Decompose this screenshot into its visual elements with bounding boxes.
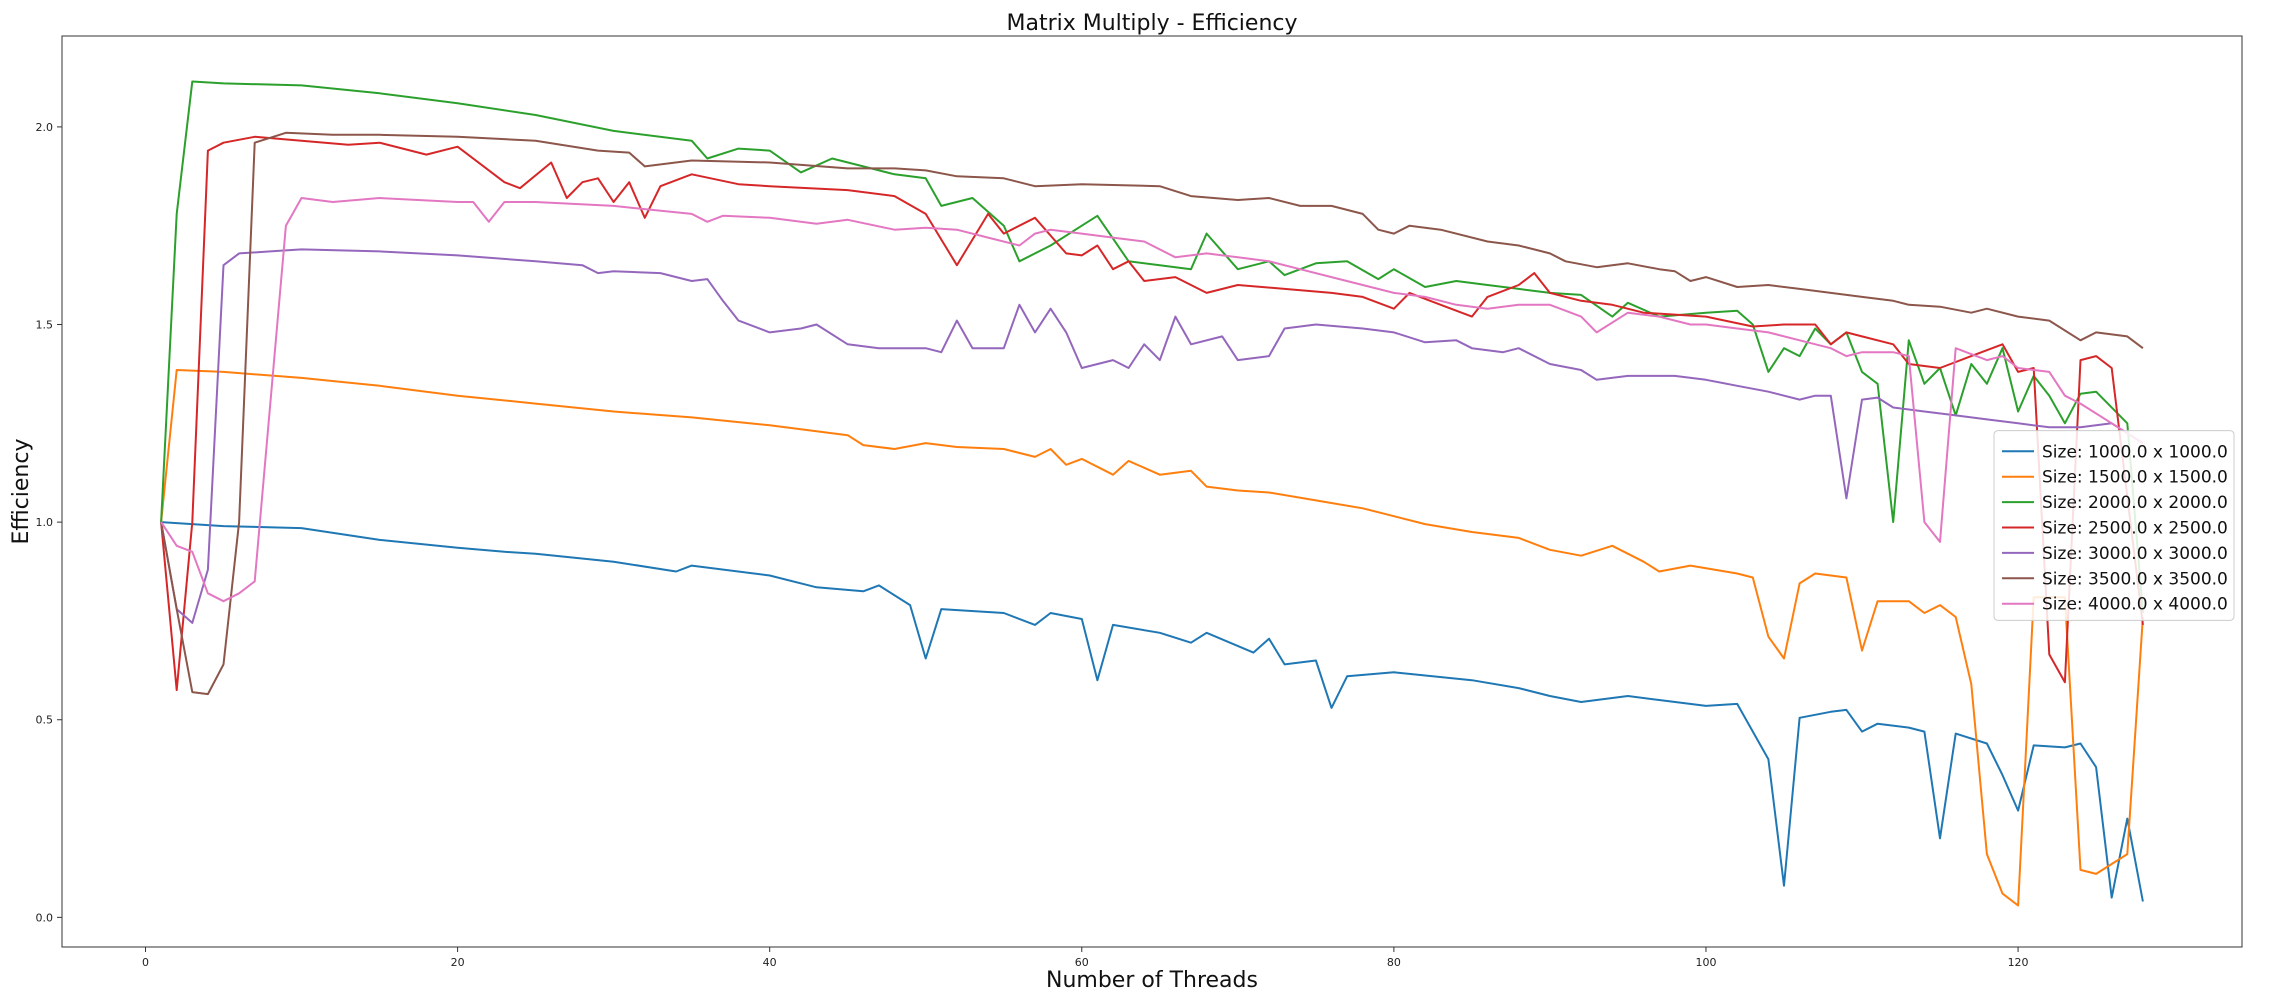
- legend-label: Size: 3000.0 x 3000.0: [2042, 544, 2228, 564]
- y-tick-label: 1.5: [36, 319, 54, 332]
- x-tick-label: 0: [142, 956, 149, 969]
- legend-box: [1993, 430, 2235, 621]
- legend-label: Size: 1000.0 x 1000.0: [2042, 442, 2228, 462]
- legend-label: Size: 2500.0 x 2500.0: [2042, 519, 2228, 539]
- y-tick-label: 0.0: [36, 911, 54, 924]
- y-tick-label: 1.0: [36, 516, 54, 529]
- series-line-7: [160, 197, 2144, 603]
- x-tick-label: 100: [1695, 956, 1716, 969]
- series-layer: [160, 80, 2144, 907]
- legend-label: Size: 4000.0 x 4000.0: [2042, 595, 2228, 615]
- legend-label: Size: 3500.0 x 3500.0: [2042, 569, 2228, 589]
- series-line-1: [161, 521, 2144, 902]
- series-line-3: [160, 80, 2144, 614]
- series-line-4: [160, 135, 2144, 692]
- x-tick-label: 80: [1387, 956, 1401, 969]
- x-tick-label: 20: [451, 956, 465, 969]
- x-tick-label: 120: [2008, 956, 2029, 969]
- y-axis-title: Efficiency: [9, 439, 34, 545]
- x-tick-label: 60: [1075, 956, 1089, 969]
- legend-label: Size: 2000.0 x 2000.0: [2042, 493, 2228, 513]
- series-line-5: [160, 248, 2144, 624]
- plot-frame: [61, 35, 2243, 948]
- series-line-2: [160, 369, 2144, 907]
- x-axis-ticks: 0 20 40 60 80 100 120: [142, 947, 2029, 969]
- y-tick-label: 0.5: [36, 714, 54, 727]
- y-axis-ticks: 0.0 0.5 1.0 1.5 2.0: [36, 121, 62, 924]
- x-tick-label: 40: [763, 956, 777, 969]
- x-axis-title: Number of Threads: [1046, 968, 1258, 993]
- chart-title: Matrix Multiply - Efficiency: [1006, 11, 1297, 36]
- legend-label: Size: 1500.0 x 1500.0: [2042, 468, 2228, 488]
- series-line-6: [160, 131, 2144, 696]
- legend: Size: 1000.0 x 1000.0 Size: 1500.0 x 1500…: [1993, 430, 2235, 621]
- y-tick-label: 2.0: [36, 121, 54, 134]
